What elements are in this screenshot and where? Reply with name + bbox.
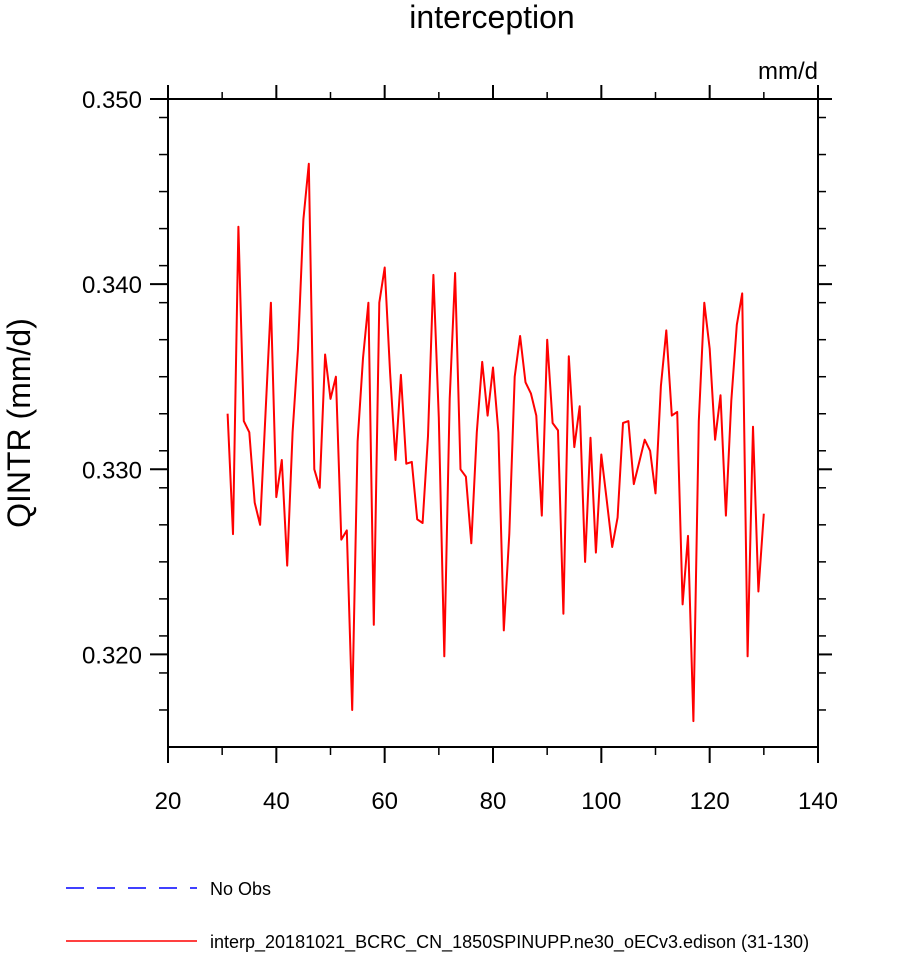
- y-tick-label: 0.350: [82, 87, 142, 114]
- legend-label-no-obs: No Obs: [210, 879, 271, 899]
- x-tick-label: 60: [371, 788, 398, 815]
- y-tick-label: 0.340: [82, 272, 142, 299]
- x-tick-label: 120: [690, 788, 730, 815]
- series-line-1: [226, 162, 765, 723]
- y-axis-label: QINTR (mm/d): [1, 318, 37, 528]
- y-tick-label: 0.330: [82, 457, 142, 484]
- plot-area: 0.320 0.330 0.340 0.350 20 40 60 80 100 120 140: [82, 85, 838, 815]
- legend: No Obs interp_20181021_BCRC_CN_1850SPINU…: [66, 879, 809, 953]
- x-tick-label: 40: [263, 788, 290, 815]
- x-tick-label: 20: [155, 788, 182, 815]
- chart-title: interception: [409, 0, 574, 35]
- axis-ticks: 0.320 0.330 0.340 0.350 20 40 60 80 100 120 140: [82, 85, 838, 815]
- series-layer: [226, 162, 765, 723]
- x-tick-label: 140: [798, 788, 838, 815]
- y-tick-label: 0.320: [82, 642, 142, 669]
- x-tick-label: 80: [480, 788, 507, 815]
- legend-label-model: interp_20181021_BCRC_CN_1850SPINUPP.ne30…: [210, 932, 809, 953]
- x-tick-label: 100: [581, 788, 621, 815]
- unit-label: mm/d: [758, 58, 818, 85]
